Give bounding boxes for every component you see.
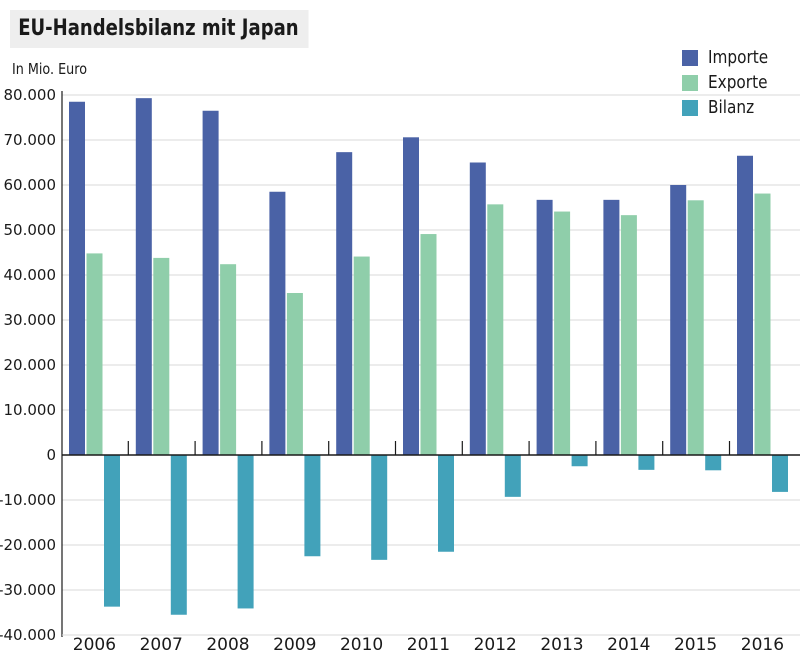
y-tick-label: 30.000 bbox=[4, 311, 57, 329]
x-tick-label-2016: 2016 bbox=[741, 635, 784, 655]
y-axis-unit-label: In Mio. Euro bbox=[12, 60, 88, 78]
x-tick-label-2007: 2007 bbox=[140, 635, 183, 655]
x-tick-label-2012: 2012 bbox=[474, 635, 517, 655]
bar-bilanz-2013 bbox=[571, 455, 588, 467]
bar-importe-2008 bbox=[202, 110, 219, 455]
y-tick-label: -10.000 bbox=[0, 491, 56, 509]
legend-label-exporte: Exporte bbox=[708, 72, 768, 93]
legend: Importe Exporte Bilanz bbox=[682, 45, 779, 120]
bar-exporte-2008 bbox=[220, 264, 237, 455]
bar-bilanz-2007 bbox=[170, 455, 187, 615]
bar-bilanz-2012 bbox=[504, 455, 521, 497]
legend-item-bilanz: Bilanz bbox=[682, 95, 779, 120]
y-tick-label: 10.000 bbox=[4, 401, 57, 419]
bar-importe-2011 bbox=[403, 137, 419, 456]
chart-title: EU-Handelsbilanz mit Japan bbox=[10, 10, 309, 48]
y-tick-label: 40.000 bbox=[4, 266, 57, 284]
legend-item-exporte: Exporte bbox=[682, 70, 779, 95]
bar-importe-2007 bbox=[135, 98, 152, 456]
bar-exporte-2009 bbox=[286, 293, 303, 455]
x-tick-label-2011: 2011 bbox=[407, 635, 450, 655]
bar-bilanz-2016 bbox=[772, 455, 788, 492]
x-tick-label-2008: 2008 bbox=[206, 635, 249, 655]
x-tick-label-2014: 2014 bbox=[607, 635, 650, 655]
bar-exporte-2013 bbox=[554, 211, 571, 455]
legend-label-bilanz: Bilanz bbox=[708, 97, 755, 118]
bar-importe-2016 bbox=[737, 155, 753, 455]
chart-title-text: EU-Handelsbilanz mit Japan bbox=[18, 16, 299, 41]
bar-exporte-2012 bbox=[487, 204, 504, 455]
x-tick-label-2015: 2015 bbox=[674, 635, 717, 655]
bar-importe-2012 bbox=[469, 162, 486, 455]
bar-bilanz-2009 bbox=[304, 455, 321, 557]
bar-exporte-2010 bbox=[353, 256, 370, 455]
bar-exporte-2011 bbox=[420, 234, 437, 455]
y-tick-label: 20.000 bbox=[4, 356, 57, 374]
x-tick-label-2010: 2010 bbox=[340, 635, 383, 655]
y-tick-label: 0 bbox=[46, 446, 56, 464]
bar-importe-2006 bbox=[69, 101, 85, 455]
y-tick-label: -20.000 bbox=[0, 536, 56, 554]
bar-exporte-2014 bbox=[620, 215, 637, 455]
x-tick-label-2009: 2009 bbox=[273, 635, 316, 655]
bar-exporte-2006 bbox=[86, 253, 103, 455]
bar-bilanz-2010 bbox=[371, 455, 388, 560]
legend-swatch-importe bbox=[682, 49, 698, 66]
legend-swatch-bilanz bbox=[682, 99, 698, 116]
bar-exporte-2007 bbox=[153, 257, 170, 455]
x-tick-label-2013: 2013 bbox=[540, 635, 583, 655]
x-tick-label-2006: 2006 bbox=[73, 635, 116, 655]
bar-bilanz-2006 bbox=[104, 455, 120, 607]
bar-importe-2015 bbox=[670, 185, 687, 455]
bar-bilanz-2011 bbox=[438, 455, 454, 552]
bar-importe-2009 bbox=[269, 191, 286, 455]
bar-importe-2010 bbox=[336, 152, 353, 455]
bar-exporte-2016 bbox=[754, 193, 771, 456]
legend-label-importe: Importe bbox=[708, 47, 769, 68]
bar-exporte-2015 bbox=[687, 200, 704, 455]
legend-item-importe: Importe bbox=[682, 45, 779, 70]
y-tick-label: -30.000 bbox=[0, 581, 56, 599]
bar-bilanz-2014 bbox=[638, 455, 655, 470]
y-tick-label: 50.000 bbox=[4, 221, 57, 239]
y-tick-label: 80.000 bbox=[4, 86, 57, 104]
bar-bilanz-2008 bbox=[237, 455, 254, 609]
y-tick-label: 60.000 bbox=[4, 176, 57, 194]
bar-bilanz-2015 bbox=[705, 455, 722, 471]
bar-importe-2013 bbox=[536, 199, 553, 455]
bar-importe-2014 bbox=[603, 199, 620, 455]
y-tick-label: 70.000 bbox=[4, 131, 57, 149]
y-tick-label: -40.000 bbox=[0, 626, 56, 644]
legend-swatch-exporte bbox=[682, 74, 698, 91]
